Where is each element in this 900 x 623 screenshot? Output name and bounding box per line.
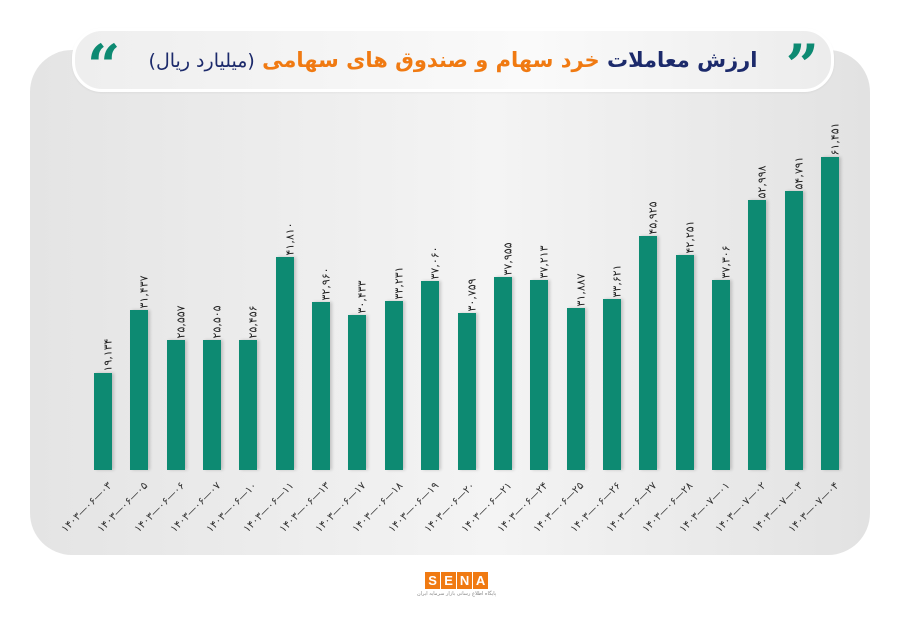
bar <box>166 339 185 470</box>
bar <box>275 257 294 470</box>
bar <box>457 313 476 470</box>
bar <box>421 281 440 470</box>
close-quote-icon: “ <box>87 32 121 100</box>
bar-value-label: ۱۹,۱۳۴ <box>101 337 115 372</box>
bar <box>602 298 621 470</box>
bar <box>348 314 367 470</box>
bar <box>530 280 549 470</box>
bar <box>239 340 258 470</box>
bar <box>821 157 839 470</box>
title-part-subject: خرد سهام و صندوق های سهامی <box>262 48 600 72</box>
bar-value-label: ۴۲,۲۵۱ <box>683 220 697 254</box>
bar-value-label: ۳۳,۶۲۱ <box>610 264 624 298</box>
bar-value-label: ۳۲,۹۶۰ <box>319 267 333 301</box>
bar-value-label: ۳۰,۷۵۹ <box>465 278 478 312</box>
bar <box>784 190 803 470</box>
bar <box>94 372 112 470</box>
logo-letter: A <box>473 572 489 589</box>
logo-letter: E <box>441 572 457 589</box>
bar <box>384 300 403 470</box>
bar <box>130 309 149 470</box>
bar <box>675 254 694 470</box>
bar-value-label: ۴۵,۹۲۵ <box>646 201 660 235</box>
bar-value-label: ۳۷,۰۶۰ <box>428 246 442 280</box>
bar-value-label: ۲۵,۵۰۵ <box>210 305 224 339</box>
bar <box>312 302 331 470</box>
title-part-unit: (میلیارد ریال) <box>148 50 255 72</box>
bar-value-label: ۳۳,۲۳۱ <box>392 266 406 300</box>
bar-value-label: ۳۱,۴۳۷ <box>137 275 151 309</box>
bar <box>639 236 658 470</box>
chart-title: ارزش معاملات خرد سهام و صندوق های سهامی … <box>149 48 758 72</box>
bar <box>566 307 585 470</box>
bar-value-label: ۵۲,۹۹۸ <box>755 165 769 199</box>
bar-value-label: ۲۵,۵۵۷ <box>174 305 188 339</box>
bar <box>493 276 512 470</box>
bar <box>711 279 730 470</box>
bar <box>748 200 767 470</box>
bar-value-label: ۲۵,۴۵۶ <box>246 305 260 339</box>
bar-value-label: ۵۴,۷۹۱ <box>792 156 806 190</box>
logo-letter: S <box>425 572 441 589</box>
bar-value-label: ۳۱,۸۸۷ <box>574 273 588 307</box>
bar-value-label: ۳۷,۳۰۶ <box>719 245 733 279</box>
bar-value-label: ۳۷,۹۵۵ <box>501 242 515 276</box>
title-part-value: ارزش معاملات <box>607 48 758 72</box>
bar-value-label: ۳۷,۲۱۳ <box>537 245 551 279</box>
chart-panel <box>30 50 870 555</box>
bar-value-label: ۴۱,۸۱۰ <box>283 222 297 256</box>
logo-subtitle: پایگاه اطلاع رسانی بازار سرمایه ایران <box>417 591 497 597</box>
bar-value-label: ۶۱,۴۵۱ <box>828 122 842 156</box>
bar <box>203 340 222 470</box>
open-quote-icon: ” <box>785 32 819 100</box>
title-banner: ” ارزش معاملات خرد سهام و صندوق های سهام… <box>72 28 834 100</box>
logo-letter: N <box>457 572 473 589</box>
bar-value-label: ۳۰,۴۳۳ <box>355 280 369 314</box>
